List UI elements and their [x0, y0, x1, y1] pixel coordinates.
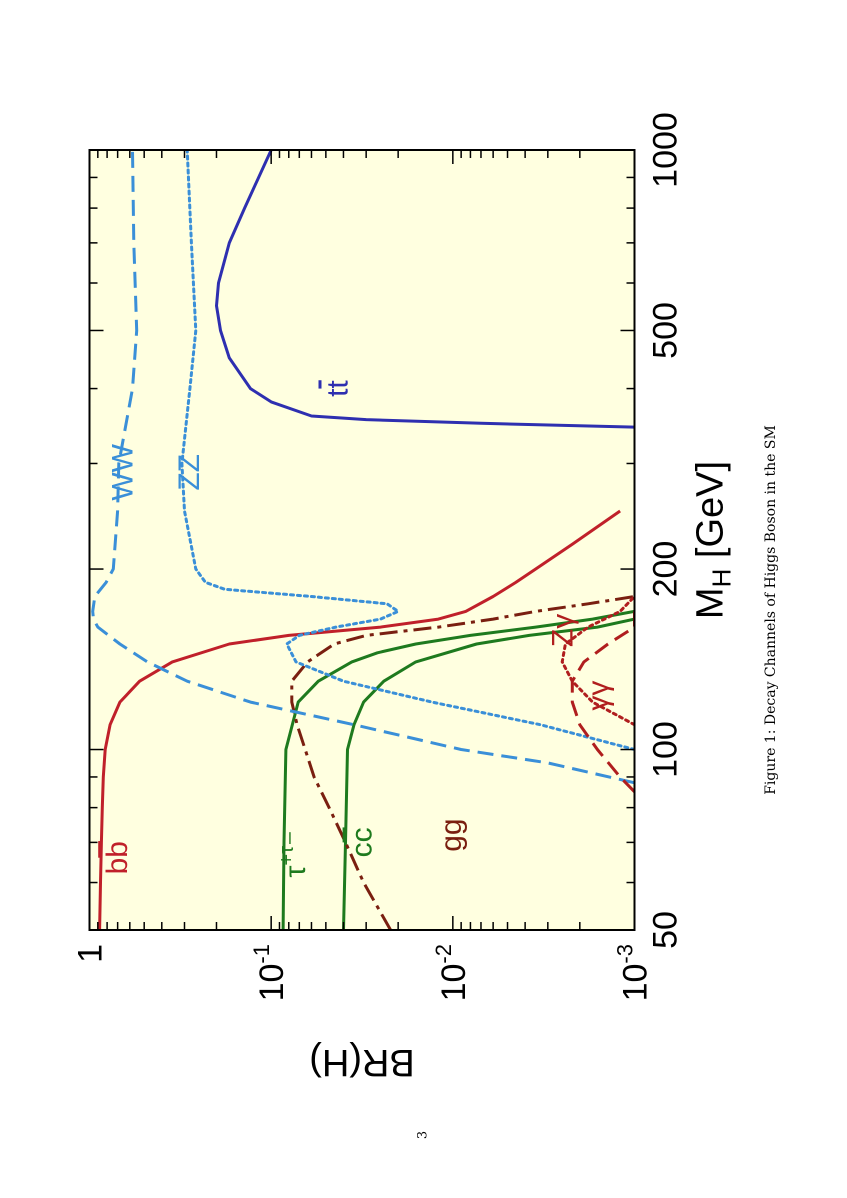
series-label-1: τ+τ⁻ — [276, 830, 312, 877]
series-line-2 — [342, 617, 635, 930]
plot-group: 50 100 200 500 1000 1 10-1 10-2 10-3 bb τ+τ⁻ cc gg W… — [72, 112, 737, 1083]
axis-titles: MH [GeV] BR(H) — [309, 461, 736, 1083]
y-axis-label: BR(H) — [309, 1041, 415, 1083]
x-tick-label: 100 — [647, 721, 685, 778]
plot-background — [89, 150, 635, 930]
series-line-4 — [91, 150, 635, 785]
x-tick-label: 50 — [647, 911, 685, 949]
series-labels: bb τ+τ⁻ cc gg WW ZZ tt Zγ γγ — [101, 380, 615, 878]
tick-labels: 50 100 200 500 1000 1 10-1 10-2 10-3 — [72, 112, 685, 1001]
series-label-7: Zγ — [546, 614, 579, 647]
series-label-4: WW — [106, 443, 139, 500]
series-label-0: bb — [101, 841, 134, 874]
y-tick-label: 10-1 — [249, 944, 291, 1001]
series-label-5: ZZ — [173, 454, 206, 491]
y-tick-label: 1 — [72, 944, 110, 963]
plot-frame — [88, 149, 636, 931]
x-tick-label: 500 — [647, 302, 685, 359]
x-tick-label: 1000 — [647, 112, 685, 188]
series-line-0 — [98, 509, 621, 930]
series-line-6 — [215, 150, 635, 429]
x-axis-label: MH [GeV] — [690, 461, 737, 619]
series-line-7 — [560, 595, 635, 727]
series-line-5 — [180, 150, 635, 751]
series-label-8: γγ — [582, 681, 615, 711]
series-label-3: gg — [435, 818, 468, 851]
page-number: 3 — [415, 1130, 431, 1140]
x-tick-label: 200 — [647, 541, 685, 598]
curves — [91, 150, 635, 930]
y-tick-label: 10-3 — [613, 944, 655, 1001]
series-line-3 — [290, 595, 635, 930]
figure-caption: Figure 1: Decay Channels of Higgs Boson … — [763, 425, 779, 795]
series-line-1 — [281, 609, 635, 930]
y-tick-label: 10-2 — [431, 944, 473, 1001]
series-line-8 — [570, 611, 635, 793]
series-label-2: cc — [346, 827, 379, 857]
series-label-6: tt — [322, 380, 355, 397]
